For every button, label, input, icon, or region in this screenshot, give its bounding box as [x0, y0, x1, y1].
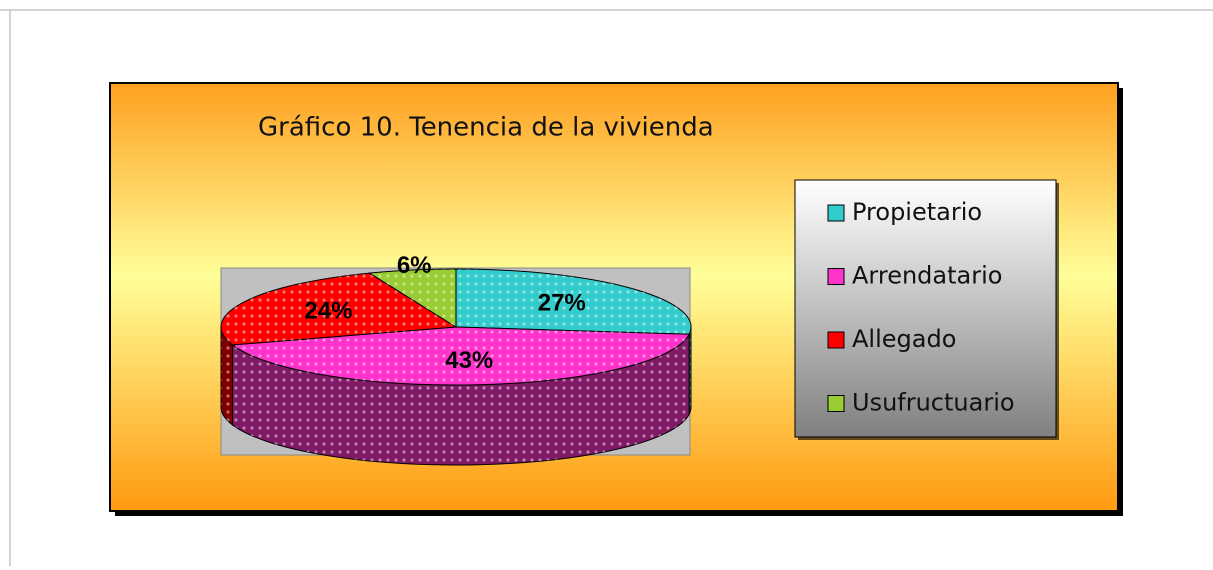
legend: [794, 179, 1057, 438]
legend-swatch: [827, 331, 845, 349]
chart-title: Gráfico 10. Tenencia de la vivienda: [258, 113, 714, 143]
legend-label: Usufructuario: [852, 389, 1015, 417]
data-label: 43%: [445, 347, 493, 374]
legend-swatch: [827, 268, 845, 285]
legend-label: Allegado: [852, 325, 956, 353]
data-label: 6%: [397, 252, 432, 279]
legend-label: Propietario: [852, 198, 982, 226]
slice-texture: [369, 269, 456, 327]
slice-texture: [221, 273, 456, 345]
slice-texture: [232, 327, 690, 385]
data-label: 27%: [538, 289, 586, 316]
legend-label: Arrendatario: [852, 262, 1002, 290]
legend-swatch: [827, 395, 845, 412]
legend-swatch: [827, 204, 845, 222]
slice-side-texture: [221, 327, 233, 425]
data-label: 24%: [304, 298, 352, 325]
slice-side-texture: [232, 334, 690, 465]
slice-texture: [456, 269, 692, 335]
